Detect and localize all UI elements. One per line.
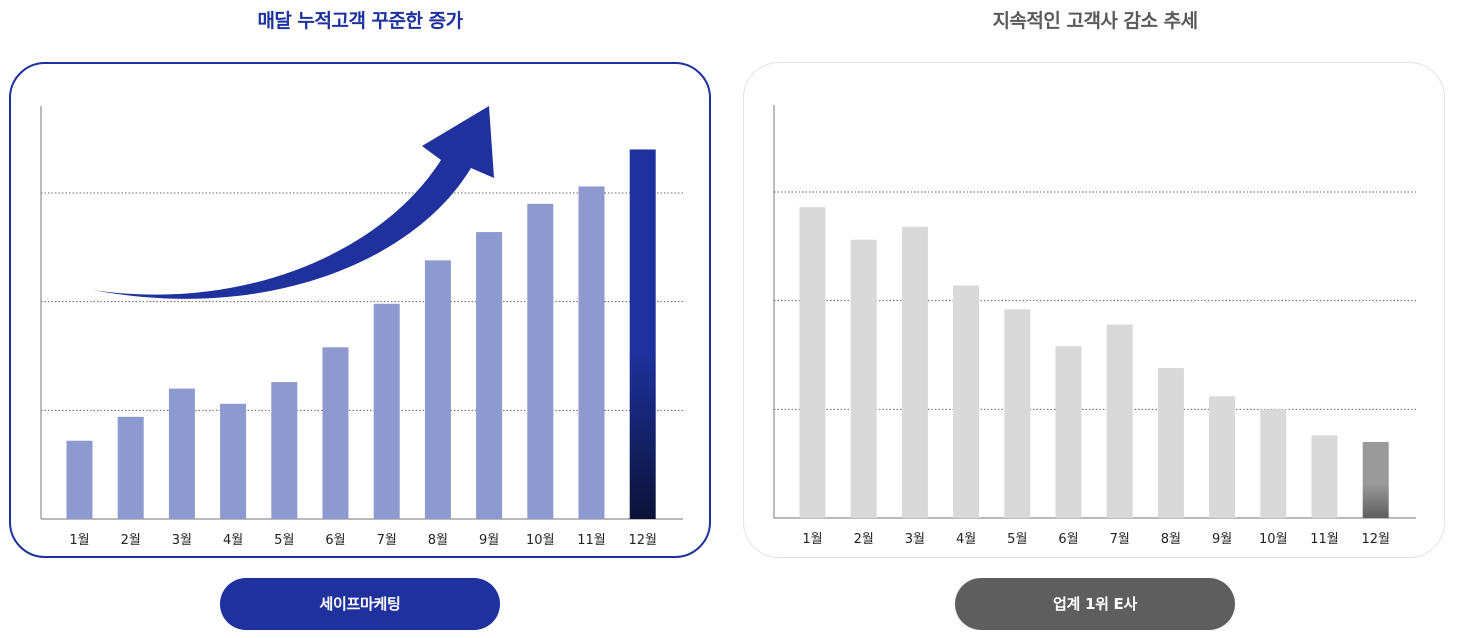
x-tick-label: 1월 bbox=[802, 532, 822, 547]
right-chart-panel: 1월 2월 3월 4월 5월 6월 7월 8월 9월 10월 11월 12월 bbox=[743, 62, 1445, 558]
bar-1 bbox=[799, 207, 826, 519]
bar-9 bbox=[1209, 396, 1236, 518]
bar-12 bbox=[1362, 441, 1389, 518]
growth-arrow-icon bbox=[93, 106, 494, 299]
bar-6 bbox=[1055, 346, 1082, 518]
x-tick-label: 7월 bbox=[377, 533, 397, 548]
bar-11 bbox=[578, 186, 605, 519]
bar-5 bbox=[1004, 309, 1031, 518]
bar-2 bbox=[850, 239, 877, 518]
left-chart-panel: 1월 2월 3월 4월 5월 6월 7월 8월 9월 10월 11월 12월 bbox=[9, 62, 711, 558]
bar-11 bbox=[1311, 435, 1338, 518]
bar-10 bbox=[527, 203, 554, 519]
bar-7 bbox=[373, 303, 400, 519]
left-chart-title: 매달 누적고객 꾸준한 증가 bbox=[257, 10, 463, 32]
x-tick-label: 9월 bbox=[479, 533, 499, 548]
x-tick-label: 3월 bbox=[905, 532, 925, 547]
x-tick-label: 11월 bbox=[1310, 532, 1339, 547]
x-tick-label: 4월 bbox=[956, 532, 976, 547]
bar-2 bbox=[117, 416, 144, 519]
left-bar-chart: 1월 2월 3월 4월 5월 6월 7월 8월 9월 10월 11월 12월 bbox=[40, 106, 683, 548]
x-tick-label: 2월 bbox=[121, 533, 141, 548]
bar-5 bbox=[271, 382, 298, 519]
x-tick-label: 6월 bbox=[325, 533, 345, 548]
x-tick-label: 3월 bbox=[172, 533, 192, 548]
bar-3 bbox=[901, 226, 928, 518]
x-tick-label: 9월 bbox=[1212, 532, 1232, 547]
x-tick-label: 1월 bbox=[69, 533, 89, 548]
bar-12 bbox=[629, 149, 656, 519]
x-tick-label: 2월 bbox=[854, 532, 874, 547]
x-tick-label: 7월 bbox=[1110, 532, 1130, 547]
x-tick-label: 10월 bbox=[1259, 532, 1288, 547]
x-tick-label: 5월 bbox=[1007, 532, 1027, 547]
bar-6 bbox=[322, 347, 349, 519]
bar-4 bbox=[220, 403, 247, 519]
x-tick-label: 12월 bbox=[1361, 532, 1390, 547]
right-bar-chart: 1월 2월 3월 4월 5월 6월 7월 8월 9월 10월 11월 12월 bbox=[773, 105, 1416, 547]
x-tick-label: 8월 bbox=[1161, 532, 1181, 547]
safe-marketing-label: 세이프마케팅 bbox=[220, 578, 500, 630]
x-tick-label: 10월 bbox=[526, 533, 555, 548]
bar-9 bbox=[476, 232, 503, 520]
bar-8 bbox=[1157, 368, 1184, 518]
x-tick-label: 8월 bbox=[428, 533, 448, 548]
x-tick-label: 11월 bbox=[577, 533, 606, 548]
x-tick-label: 5월 bbox=[274, 533, 294, 548]
industry-leader-label: 업계 1위 E사 bbox=[955, 578, 1235, 630]
right-chart-title: 지속적인 고객사 감소 추세 bbox=[992, 10, 1198, 32]
bar-7 bbox=[1106, 324, 1133, 518]
bar-1 bbox=[66, 440, 93, 519]
bar-8 bbox=[424, 260, 451, 519]
bar-3 bbox=[168, 388, 195, 519]
x-tick-label: 12월 bbox=[628, 533, 657, 548]
x-tick-label: 4월 bbox=[223, 533, 243, 548]
bar-4 bbox=[953, 285, 980, 518]
bar-10 bbox=[1260, 409, 1287, 518]
x-tick-label: 6월 bbox=[1058, 532, 1078, 547]
